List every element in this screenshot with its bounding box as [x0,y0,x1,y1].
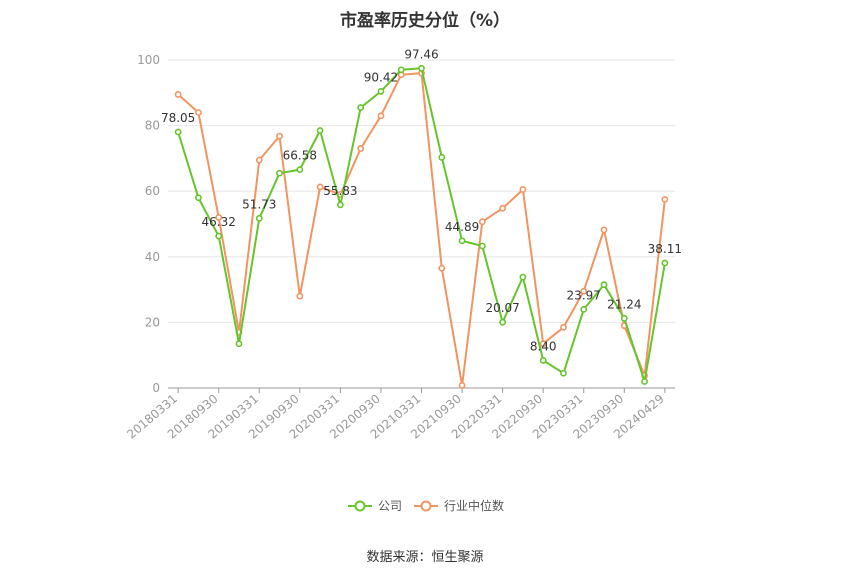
industry-data-point [499,204,507,212]
y-tick-label: 100 [137,53,160,67]
company-data-point [438,154,446,161]
data-label: 8.40 [530,339,557,353]
chart-title: 市盈率历史分位（%） [339,11,511,31]
data-label: 38.11 [648,242,682,256]
data-label: 90.42 [364,70,398,84]
company-data-point [397,66,405,74]
company-data-point [478,242,486,250]
legend[interactable]: 公司 行业中位数 [348,498,504,513]
industry-data-point [560,323,567,331]
legend-marker-icon [354,500,366,512]
legend-label: 行业中位数 [444,498,504,513]
company-data-point [580,305,588,313]
company-data-point [316,127,324,134]
series-layer [174,64,669,389]
company-data-point [296,166,304,174]
industry-data-point [276,132,283,140]
company-data-point [418,64,425,72]
y-tick-label: 40 [145,250,160,264]
industry-data-point [458,381,466,389]
industry-data-point [661,195,669,203]
company-data-point [620,314,628,322]
legend-label: 公司 [378,499,402,513]
industry-data-point [539,340,547,348]
y-tick-label: 60 [145,184,160,198]
company-data-point [600,281,608,289]
company-data-point [235,340,243,348]
company-data-point [458,237,466,245]
company-data-point [539,357,547,364]
data-label: 51.73 [242,197,276,211]
industry-data-point [357,145,365,152]
company-data-point [255,214,263,222]
data-label: 20.07 [485,301,519,315]
legend-item-industry[interactable]: 行业中位数 [414,498,504,513]
industry-data-point [438,264,446,272]
data-label: 55.83 [323,184,357,198]
company-data-point [195,194,202,202]
company-data-point [276,169,283,177]
company-data-point [215,232,223,240]
data-label: 66.58 [283,149,317,163]
industry-data-point [215,214,223,221]
company-data-point [377,88,385,95]
data-label: 97.46 [404,47,438,61]
company-data-point [519,273,527,281]
company-data-point [336,201,344,209]
y-tick-label: 0 [152,381,160,395]
company-data-point [661,259,669,267]
industry-data-point [195,109,202,116]
legend-marker-icon [420,500,432,512]
industry-data-point [255,156,263,164]
industry-data-point [174,91,182,98]
industry-series-line [177,72,666,387]
data-label: 44.89 [445,220,479,234]
industry-data-point [580,287,588,295]
data-source: 数据来源：恒生聚源 [366,550,484,565]
industry-data-point [316,183,324,191]
axis-layer: 0204060801002018033120180930201903312019… [124,53,675,442]
industry-data-point [296,292,304,300]
y-tick-label: 80 [145,119,160,133]
data-label: 78.05 [161,111,195,125]
data-label-layer: 78.05 46.32 51.73 66.58 55.83 90.42 97.46 44.89… [161,47,682,353]
legend-item-company[interactable]: 公司 [348,499,402,513]
y-tick-label: 20 [145,315,160,329]
company-data-point [560,369,567,377]
company-data-point [641,378,648,385]
company-data-point [357,104,365,111]
grid-layer [168,59,675,323]
data-label: 21.24 [607,297,641,311]
industry-data-point [478,218,486,226]
company-data-point [174,128,182,136]
industry-data-point [600,226,608,234]
company-data-point [499,318,507,326]
data-label: 46.32 [202,215,236,229]
industry-data-point [519,186,527,193]
industry-data-point [377,112,385,120]
data-label: 23.97 [567,288,601,302]
